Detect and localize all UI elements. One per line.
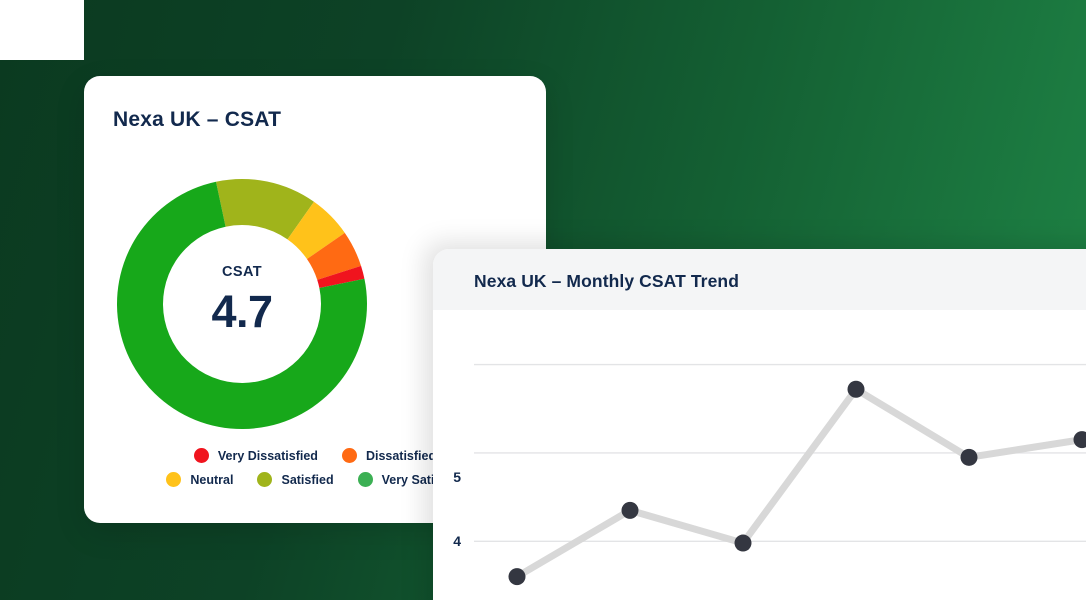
csat-card-title: Nexa UK – CSAT — [113, 108, 282, 131]
donut-chart: CSAT 4.7 — [106, 156, 524, 451]
legend-row-1: Very Dissatisfied Dissatisfied — [84, 448, 546, 463]
trend-card-header — [433, 249, 1086, 310]
data-point-marker[interactable] — [734, 534, 752, 552]
legend-item-satisfied[interactable]: Satisfied — [257, 472, 334, 487]
trend-line-chart-svg — [474, 363, 1086, 586]
csat-legend: Very Dissatisfied Dissatisfied Neutral S… — [84, 448, 546, 496]
trend-polyline — [513, 385, 1086, 581]
chart-line-series — [513, 385, 1086, 581]
legend-dot-icon — [193, 448, 209, 463]
data-point-marker[interactable] — [508, 568, 526, 586]
background-white-corner — [0, 0, 84, 60]
legend-item-dissatisfied[interactable]: Dissatisfied — [341, 448, 437, 463]
legend-item-very-dissatisfied[interactable]: Very Dissatisfied — [193, 448, 318, 463]
donut-slice-satisfied[interactable] — [216, 179, 314, 240]
y-axis-tick-label: 4 — [453, 533, 461, 549]
legend-dot-icon — [357, 472, 373, 487]
csat-trend-card: Nexa UK – Monthly CSAT Trend 3 4 5 — [433, 249, 1086, 600]
data-point-marker[interactable] — [1073, 431, 1086, 449]
donut-chart-svg — [116, 179, 368, 429]
legend-label: Satisfied — [281, 472, 334, 487]
donut-slices — [116, 179, 368, 429]
data-point-marker[interactable] — [621, 501, 639, 519]
donut-center-label: CSAT — [222, 264, 262, 280]
data-point-marker[interactable] — [847, 380, 865, 398]
y-axis-tick-label: 5 — [453, 469, 461, 485]
donut-slice-neutral[interactable] — [287, 201, 345, 260]
data-point-marker[interactable] — [960, 448, 978, 466]
trend-card-title: Nexa UK – Monthly CSAT Trend — [474, 271, 740, 291]
legend-dot-icon — [341, 448, 357, 463]
legend-label: Very Dissatisfied — [217, 448, 318, 463]
trend-line-chart: 3 4 5 — [433, 310, 1086, 600]
donut-slice-dissatisfied[interactable] — [306, 232, 362, 280]
legend-label: Dissatisfied — [365, 448, 437, 463]
legend-dot-icon — [166, 472, 182, 487]
donut-center-value: 4.7 — [211, 286, 273, 337]
donut-slice-very-dissatisfied[interactable] — [317, 265, 365, 289]
legend-label: Neutral — [190, 472, 234, 487]
legend-item-neutral[interactable]: Neutral — [166, 472, 233, 487]
chart-data-points — [508, 380, 1086, 586]
legend-dot-icon — [257, 472, 273, 487]
donut-slice-very-satisfied[interactable] — [116, 181, 368, 429]
